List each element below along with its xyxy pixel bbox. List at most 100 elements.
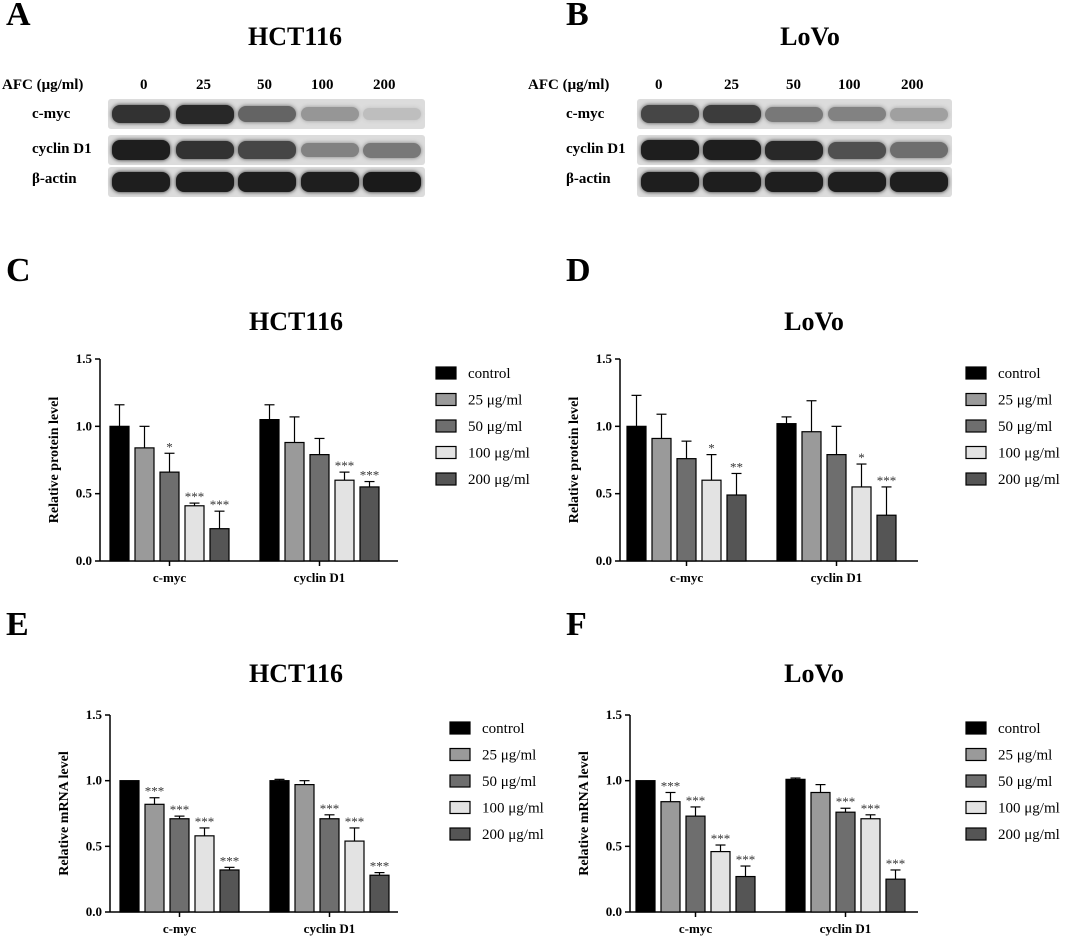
- legend-swatch: [449, 827, 471, 841]
- blot-row-label: cyclin D1: [32, 141, 92, 157]
- blot-row-label: c-myc: [32, 106, 71, 122]
- legend-swatch: [965, 366, 987, 380]
- legend-label: 50 μg/ml: [998, 774, 1052, 790]
- blot-band: [112, 104, 170, 124]
- treatment-label: AFC (μg/ml): [2, 77, 84, 93]
- legend-swatch: [965, 827, 987, 841]
- x-tick-label: c-myc: [163, 921, 196, 936]
- legend-swatch: [449, 747, 471, 762]
- blot-band: [641, 105, 699, 123]
- dose-label: 200: [373, 77, 396, 93]
- x-tick-label: cyclin D1: [820, 921, 872, 936]
- y-axis-label: Relative protein level: [567, 397, 582, 524]
- legend-label: control: [468, 366, 511, 382]
- legend-label: 25 μg/ml: [998, 748, 1052, 764]
- legend-swatch: [449, 800, 471, 815]
- significance-mark: ***: [886, 856, 906, 871]
- legend-swatch: [965, 392, 987, 407]
- bar: [776, 423, 797, 562]
- bar: [635, 780, 656, 913]
- panel-letter-b: B: [566, 0, 589, 33]
- x-tick-label: cyclin D1: [811, 570, 863, 585]
- legend-swatch: [435, 419, 457, 433]
- blot-band: [703, 140, 761, 160]
- legend-label: 100 μg/ml: [998, 446, 1060, 462]
- panel-letter-e: E: [6, 606, 29, 643]
- blot-band: [301, 142, 359, 158]
- bar: [785, 778, 806, 913]
- y-tick-label: 1.5: [86, 707, 103, 722]
- y-tick-label: 0.5: [606, 838, 623, 853]
- chart-c: HCT116 0.0 0.5 1.0 1.5 Relative protein level…: [47, 307, 530, 585]
- blot-band: [641, 172, 699, 192]
- significance-mark: ***: [195, 814, 215, 829]
- chart-f: LoVo 0.0 0.5 1.0 1.5 Relative mRNA level *** **…: [577, 659, 1060, 936]
- legend-swatch: [965, 800, 987, 815]
- bar: [144, 803, 165, 913]
- blot-band: [301, 107, 359, 121]
- dose-label: 100: [311, 77, 334, 93]
- significance-mark: ***: [711, 831, 731, 846]
- dose-label: 200: [901, 77, 924, 93]
- bar: [701, 479, 722, 562]
- blot-band: [176, 140, 234, 160]
- bar: [259, 419, 280, 562]
- legend-swatch: [965, 774, 987, 788]
- bar: [309, 454, 330, 562]
- panel-letter-d: D: [566, 252, 591, 289]
- blot-band: [301, 172, 359, 192]
- blot-band: [828, 106, 886, 122]
- chart-title: HCT116: [249, 659, 343, 688]
- legend-label: control: [998, 721, 1041, 737]
- blot-band: [765, 172, 823, 192]
- significance-mark: ***: [210, 497, 230, 512]
- y-tick-label: 1.0: [596, 418, 612, 433]
- legend-swatch: [965, 419, 987, 433]
- x-tick-label: c-myc: [670, 570, 703, 585]
- bar: [184, 505, 205, 562]
- blot-band: [238, 141, 296, 159]
- panel-letter-f: F: [566, 606, 587, 643]
- significance-mark: *: [166, 439, 173, 454]
- significance-mark: ***: [836, 794, 856, 809]
- x-tick-label: c-myc: [679, 921, 712, 936]
- x-tick-label: cyclin D1: [304, 921, 356, 936]
- bar: [676, 458, 697, 562]
- y-tick-label: 0.0: [606, 904, 622, 919]
- bar: [876, 514, 897, 562]
- significance-mark: ***: [861, 801, 881, 816]
- dose-label: 100: [838, 77, 861, 93]
- x-tick-label: c-myc: [153, 570, 186, 585]
- legend-label: 25 μg/ml: [468, 393, 522, 409]
- significance-mark: ***: [360, 468, 380, 483]
- bar: [626, 425, 647, 562]
- dose-label: 50: [257, 77, 272, 93]
- significance-mark: ***: [320, 801, 340, 816]
- bar: [369, 874, 390, 913]
- blot-band: [112, 172, 170, 192]
- bar: [169, 818, 190, 913]
- bar: [860, 818, 881, 913]
- blot-band: [703, 172, 761, 192]
- bar: [660, 801, 681, 913]
- bar: [726, 494, 747, 562]
- dose-label: 25: [724, 77, 739, 93]
- y-tick-label: 1.5: [76, 351, 93, 366]
- bar: [851, 486, 872, 562]
- bar: [685, 815, 706, 913]
- significance-mark: ***: [345, 814, 365, 829]
- dose-label: 25: [196, 77, 211, 93]
- significance-mark: *: [708, 441, 715, 456]
- blot-band: [641, 140, 699, 160]
- dose-label: 50: [786, 77, 801, 93]
- bar: [735, 875, 756, 913]
- blot-band: [890, 142, 948, 158]
- y-axis-label: Relative mRNA level: [57, 751, 72, 876]
- legend-swatch: [965, 721, 987, 735]
- legend-label: 50 μg/ml: [482, 774, 536, 790]
- blot-band: [765, 140, 823, 160]
- bar: [134, 447, 155, 562]
- blot-band: [176, 104, 234, 124]
- y-tick-label: 0.5: [76, 486, 93, 501]
